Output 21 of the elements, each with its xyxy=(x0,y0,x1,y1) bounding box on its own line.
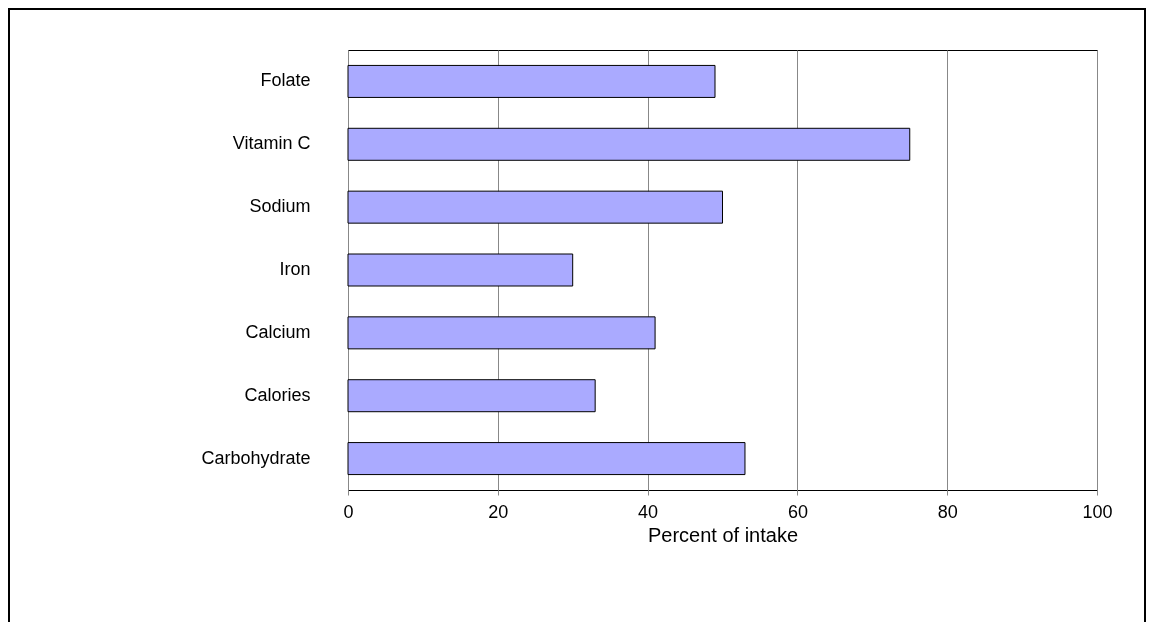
x-tick-label: 100 xyxy=(1082,501,1113,522)
y-tick-label: Calcium xyxy=(245,321,311,342)
x-tick-label: 80 xyxy=(937,501,958,522)
bar xyxy=(347,442,746,476)
x-tick-label: 40 xyxy=(638,501,659,522)
bar xyxy=(347,379,596,413)
y-tick-label: Iron xyxy=(279,259,311,279)
bar xyxy=(347,64,716,98)
x-tick-label: 20 xyxy=(488,501,509,522)
y-tick-label: Calories xyxy=(244,384,311,405)
bar xyxy=(347,253,574,287)
x-tick-label: 0 xyxy=(343,501,354,522)
y-tick-label: Vitamin C xyxy=(232,133,311,154)
x-tick-label: 60 xyxy=(787,501,808,522)
y-tick-label: Folate xyxy=(260,70,311,91)
y-tick-label: Sodium xyxy=(249,196,311,217)
bar xyxy=(347,316,656,350)
bar xyxy=(347,127,911,161)
y-tick-label: Carbohydrate xyxy=(201,447,311,468)
x-axis-title: Percent of intake xyxy=(647,523,799,546)
bar xyxy=(347,190,723,224)
